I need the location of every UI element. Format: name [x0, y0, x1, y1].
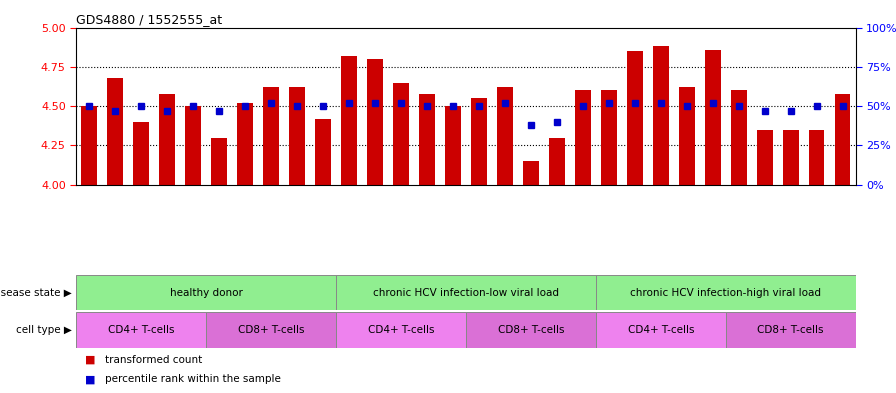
Bar: [445, 106, 461, 185]
Bar: [237, 103, 253, 185]
Text: transformed count: transformed count: [105, 354, 202, 365]
Text: percentile rank within the sample: percentile rank within the sample: [105, 374, 280, 384]
Text: CD8+ T-cells: CD8+ T-cells: [237, 325, 305, 335]
Bar: [82, 106, 97, 185]
Text: CD4+ T-cells: CD4+ T-cells: [108, 325, 175, 335]
Text: GDS4880 / 1552555_at: GDS4880 / 1552555_at: [76, 13, 222, 26]
Bar: [185, 106, 201, 185]
Bar: [783, 130, 798, 185]
Bar: [76, 312, 206, 348]
Bar: [466, 312, 596, 348]
Bar: [289, 87, 305, 185]
Bar: [315, 119, 331, 185]
Bar: [601, 90, 616, 185]
Bar: [341, 56, 357, 185]
Bar: [76, 275, 336, 310]
Bar: [627, 51, 642, 185]
Bar: [134, 122, 149, 185]
Bar: [263, 87, 279, 185]
Text: ■: ■: [85, 354, 99, 365]
Bar: [497, 87, 513, 185]
Text: cell type ▶: cell type ▶: [16, 325, 72, 335]
Bar: [726, 312, 856, 348]
Bar: [653, 46, 668, 185]
Bar: [419, 94, 435, 185]
Text: CD8+ T-cells: CD8+ T-cells: [757, 325, 824, 335]
Bar: [211, 138, 227, 185]
Bar: [596, 275, 856, 310]
Bar: [471, 98, 487, 185]
Text: CD4+ T-cells: CD4+ T-cells: [367, 325, 435, 335]
Bar: [206, 312, 336, 348]
Bar: [549, 138, 564, 185]
Bar: [523, 161, 538, 185]
Bar: [679, 87, 694, 185]
Bar: [336, 275, 596, 310]
Bar: [809, 130, 824, 185]
Bar: [108, 78, 123, 185]
Bar: [596, 312, 726, 348]
Text: healthy donor: healthy donor: [169, 288, 243, 298]
Text: CD8+ T-cells: CD8+ T-cells: [497, 325, 564, 335]
Bar: [575, 90, 590, 185]
Bar: [705, 50, 720, 185]
Text: CD4+ T-cells: CD4+ T-cells: [627, 325, 694, 335]
Text: chronic HCV infection-low viral load: chronic HCV infection-low viral load: [373, 288, 559, 298]
Bar: [336, 312, 466, 348]
Text: ■: ■: [85, 374, 99, 384]
Text: disease state ▶: disease state ▶: [0, 288, 72, 298]
Bar: [367, 59, 383, 185]
Bar: [159, 94, 175, 185]
Bar: [835, 94, 850, 185]
Bar: [757, 130, 772, 185]
Bar: [731, 90, 746, 185]
Bar: [393, 83, 409, 185]
Text: chronic HCV infection-high viral load: chronic HCV infection-high viral load: [630, 288, 822, 298]
